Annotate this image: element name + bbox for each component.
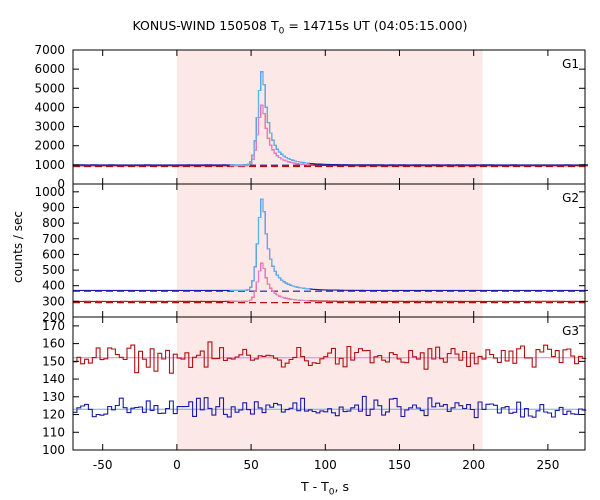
y-tick-label: 700 [42, 232, 65, 246]
panel-frame [72, 316, 586, 451]
chart-title: KONUS-WIND 150508 T0 = 14715s UT (04:05:… [132, 18, 468, 37]
x-tick-label: 150 [388, 458, 411, 472]
x-tick-label: -50 [93, 458, 113, 472]
lightcurve-low-pulse [229, 262, 310, 302]
lightcurve-high-pulse [229, 71, 310, 166]
y-tick-label: 500 [42, 263, 65, 277]
lightcurve-high [73, 341, 587, 374]
y-tick-label: 100 [42, 443, 65, 457]
y-tick-label: 150 [42, 354, 65, 368]
x-tick-label: 250 [536, 458, 559, 472]
y-tick-label: 4000 [34, 100, 65, 114]
y-tick-label: 400 [42, 279, 65, 293]
y-tick-label: 3000 [34, 120, 65, 134]
y-tick-label: 1000 [34, 185, 65, 199]
panel-label: G1 [562, 57, 579, 71]
lightcurve-low-pulse [229, 104, 310, 167]
y-tick-label: 7000 [34, 43, 65, 57]
y-tick-label: 170 [42, 319, 65, 333]
x-tick-label: 100 [314, 458, 337, 472]
y-tick-label: 1000 [34, 158, 65, 172]
x-tick-label: 200 [462, 458, 485, 472]
x-tick-label: 50 [243, 458, 258, 472]
y-tick-label: 120 [42, 408, 65, 422]
lightcurve-high [73, 71, 588, 166]
lightcurve-low [73, 262, 588, 302]
panel-label: G3 [562, 324, 579, 338]
y-tick-label: 600 [42, 247, 65, 261]
shaded-interval [176, 50, 483, 450]
lightcurve-low [73, 395, 587, 419]
lightcurve-high [73, 198, 588, 291]
y-tick-label: 200 [42, 310, 65, 324]
y-tick-label: 110 [42, 425, 65, 439]
lightcurve-high-pulse [229, 198, 310, 291]
y-tick-label: 0 [57, 177, 65, 191]
y-tick-label: 2000 [34, 139, 65, 153]
y-tick-label: 900 [42, 200, 65, 214]
panel-label: G2 [562, 191, 579, 205]
y-tick-label: 300 [42, 294, 65, 308]
x-tick-label: 0 [173, 458, 181, 472]
y-tick-label: 140 [42, 372, 65, 386]
y-tick-label: 130 [42, 390, 65, 404]
x-axis-label: T - T0, s [301, 479, 349, 498]
y-tick-label: 160 [42, 337, 65, 351]
y-tick-label: 5000 [34, 81, 65, 95]
y-tick-label: 6000 [34, 62, 65, 76]
y-tick-label: 800 [42, 216, 65, 230]
